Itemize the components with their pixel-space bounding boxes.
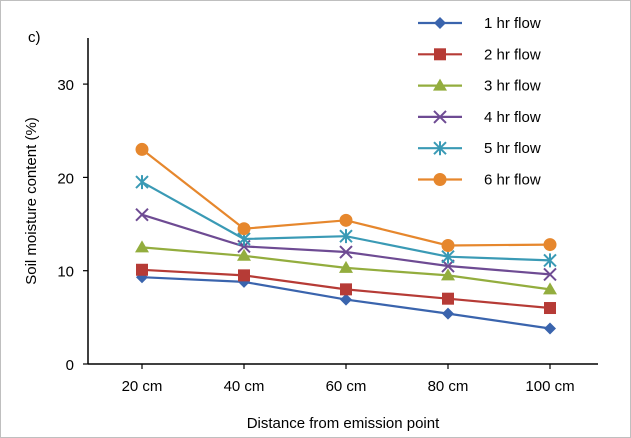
- data-point: [543, 267, 557, 282]
- data-point: [237, 222, 251, 236]
- data-point: [135, 208, 149, 222]
- axes: [87, 38, 598, 365]
- legend-marker: [433, 110, 447, 124]
- data-point: [339, 229, 353, 244]
- legend-label: 3 hr flow: [484, 78, 541, 95]
- y-ticks: 0 10 20 30: [57, 77, 88, 374]
- legend-item: 1 hr flow: [418, 15, 541, 32]
- data-point: [340, 293, 352, 306]
- legend-item: 3 hr flow: [418, 78, 541, 95]
- data-point: [135, 240, 149, 253]
- legend-item: 5 hr flow: [418, 140, 541, 157]
- data-point: [135, 175, 149, 190]
- data-point: [339, 213, 353, 227]
- series-2: [136, 263, 556, 315]
- y-tick-label: 20: [57, 170, 74, 187]
- legend-marker: [434, 17, 446, 29]
- data-point: [237, 248, 251, 261]
- series-6: [135, 142, 557, 253]
- panel-label: c): [28, 29, 41, 46]
- data-point: [441, 268, 455, 281]
- series-layer: [135, 142, 557, 335]
- data-point: [339, 245, 353, 259]
- data-point: [135, 142, 149, 156]
- data-point: [339, 260, 353, 273]
- x-axis-label: Distance from emission point: [247, 415, 440, 432]
- y-axis-label: Soil moisture content (%): [23, 117, 40, 285]
- data-point: [441, 249, 455, 264]
- x-tick-label: 20 cm: [122, 378, 163, 395]
- data-point: [442, 292, 454, 305]
- x-tick-label: 60 cm: [326, 378, 367, 395]
- data-point: [544, 302, 556, 315]
- x-tick-label: 100 cm: [525, 378, 574, 395]
- legend-item: 2 hr flow: [418, 46, 541, 63]
- data-point: [543, 238, 557, 252]
- legend-label: 1 hr flow: [484, 15, 541, 32]
- legend: 1 hr flow 2 hr flow 3 hr flow 4 hr flow 5 hr…: [418, 15, 541, 189]
- data-point: [238, 269, 250, 282]
- data-point: [136, 263, 148, 276]
- data-point: [441, 239, 455, 253]
- legend-marker: [433, 141, 447, 156]
- data-point: [340, 283, 352, 296]
- x-tick-label: 40 cm: [224, 378, 265, 395]
- series-4: [135, 208, 557, 282]
- y-tick-label: 0: [66, 357, 74, 374]
- legend-marker: [433, 78, 447, 91]
- legend-marker: [433, 173, 447, 186]
- legend-item: 6 hr flow: [418, 172, 541, 189]
- series-5: [135, 175, 557, 268]
- legend-label: 2 hr flow: [484, 46, 541, 63]
- y-tick-label: 30: [57, 77, 74, 94]
- x-tick-label: 80 cm: [428, 378, 469, 395]
- data-point: [543, 253, 557, 268]
- legend-label: 6 hr flow: [484, 172, 541, 189]
- legend-marker: [434, 48, 446, 61]
- series-1: [136, 271, 556, 335]
- x-ticks: 20 cm 40 cm 60 cm 80 cm 100 cm: [122, 364, 575, 395]
- series-3: [135, 240, 557, 295]
- data-point: [543, 282, 557, 295]
- legend-label: 5 hr flow: [484, 140, 541, 157]
- data-point: [442, 307, 454, 320]
- y-tick-label: 10: [57, 264, 74, 281]
- legend-label: 4 hr flow: [484, 109, 541, 126]
- legend-item: 4 hr flow: [418, 109, 541, 126]
- data-point: [544, 322, 556, 335]
